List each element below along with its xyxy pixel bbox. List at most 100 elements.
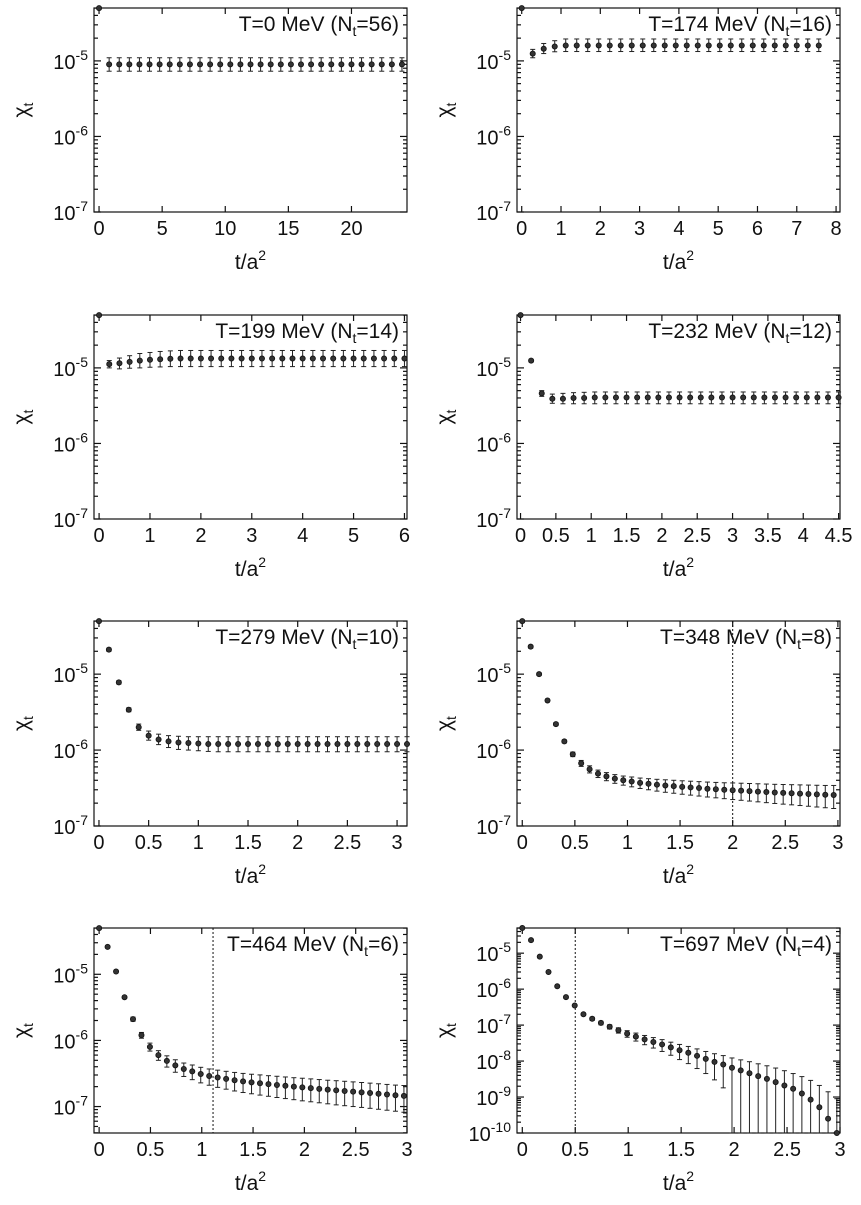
data-point: [257, 61, 264, 68]
data-point: [551, 43, 558, 50]
data-point: [248, 355, 255, 362]
data-point: [106, 361, 113, 368]
data-point: [793, 42, 800, 49]
data-point: [591, 394, 598, 401]
x-tick-label: 2.5: [333, 832, 361, 854]
data-point: [96, 312, 103, 319]
chart-panel-2: 0 1 2 3 4 5 6 7 8 10-7 10-6 10-5 T=174 MeV (Nt=16) t/…: [433, 5, 842, 274]
data-point: [570, 394, 577, 401]
data-point: [290, 1083, 297, 1090]
data-point: [797, 790, 804, 797]
x-tick-label: 4: [673, 218, 684, 240]
x-tick-label: 0.5: [542, 525, 570, 547]
data-point: [348, 61, 355, 68]
x-tick-label: 2.5: [771, 832, 799, 854]
data-point: [135, 724, 142, 731]
panel-title: T=232 MeV (Nt=12): [648, 320, 832, 346]
data-point: [549, 395, 556, 402]
x-tick-label: 0.5: [137, 1139, 165, 1161]
data-point: [814, 394, 821, 401]
data-point: [702, 1055, 709, 1062]
data-point: [320, 355, 327, 362]
data-point: [667, 1044, 674, 1051]
data-point: [215, 741, 222, 748]
data-point: [370, 355, 377, 362]
data-point: [612, 394, 619, 401]
x-tick-label: 0: [94, 1139, 105, 1161]
data-point: [561, 738, 568, 745]
data-point: [308, 61, 315, 68]
data-point: [624, 1030, 631, 1037]
data-point: [738, 42, 745, 49]
x-tick-label: 1.5: [239, 1139, 267, 1161]
data-point: [185, 739, 192, 746]
x-tick-label: 2: [727, 832, 738, 854]
x-tick-label: 0: [517, 1139, 528, 1161]
data-point: [113, 968, 120, 975]
data-point: [367, 1090, 374, 1097]
data-point: [665, 394, 672, 401]
data-point: [803, 394, 810, 401]
data-point: [728, 1064, 735, 1071]
data-point: [790, 1085, 797, 1092]
x-tick-label: 3: [634, 218, 645, 240]
data-point: [813, 791, 820, 798]
x-tick-label: 2: [299, 1139, 310, 1161]
data-point: [528, 937, 535, 944]
x-axis-label: t/a2: [235, 247, 266, 274]
chart-panel-6: 0 0.5 1 1.5 2 2.5 3 10-7 10-6 10-5 T=348 MeV (Nt=8…: [433, 618, 843, 888]
y-tick-label: 10-7: [476, 1011, 511, 1038]
x-tick-label: 2: [595, 218, 606, 240]
y-tick-label: 10-5: [476, 939, 511, 966]
y-tick-label: 10-5: [476, 354, 511, 381]
data-point: [180, 1065, 187, 1072]
data-point: [807, 1096, 814, 1103]
x-tick-label: 1: [196, 1139, 207, 1161]
data-point: [650, 1038, 657, 1045]
x-axis-label: t/a2: [663, 247, 694, 274]
data-point: [245, 741, 252, 748]
chart-panel-1: 0 5 10 15 20 10-7 10-6 10-5 T=0 MeV (Nt=56) t/a2 χ…: [10, 5, 408, 274]
data-point: [729, 394, 736, 401]
chart-panel-4: 0 0.5 1 1.5 2 2.5 3 3.5 4 4.5 10-7 10-6 10-5 T=232 Me…: [433, 312, 852, 581]
data-point: [679, 783, 686, 790]
x-tick-label: 10: [214, 218, 236, 240]
data-point: [145, 732, 152, 739]
data-point: [705, 42, 712, 49]
data-point: [749, 42, 756, 49]
data-point: [597, 1019, 604, 1026]
y-tick-label: 10-7: [476, 812, 511, 839]
x-tick-label: 0: [516, 218, 527, 240]
plot-frame: [93, 314, 408, 520]
data-point: [798, 1090, 805, 1097]
data-point: [277, 61, 284, 68]
data-point: [340, 355, 347, 362]
data-point: [284, 741, 291, 748]
data-point: [96, 925, 103, 932]
y-tick-label: 10-5: [53, 660, 88, 687]
data-point: [287, 61, 294, 68]
data-point: [573, 42, 580, 49]
plot-frame: [93, 7, 408, 213]
data-point: [136, 61, 143, 68]
x-axis-label: t/a2: [663, 861, 694, 888]
data-point: [815, 42, 822, 49]
x-tick-label: 3: [834, 1139, 845, 1161]
y-tick-label: 10-6: [53, 429, 88, 456]
data-point: [176, 61, 183, 68]
data-point: [218, 355, 225, 362]
data-point: [816, 1104, 823, 1111]
data-point: [676, 394, 683, 401]
data-point: [661, 42, 668, 49]
data-point: [830, 792, 837, 799]
data-point: [589, 1015, 596, 1022]
data-point: [398, 61, 405, 68]
data-point: [228, 355, 235, 362]
data-point: [166, 61, 173, 68]
data-point: [165, 738, 172, 745]
data-point: [687, 394, 694, 401]
data-point: [781, 1082, 788, 1089]
data-point: [324, 1086, 331, 1093]
data-point: [754, 788, 761, 795]
data-point: [381, 355, 388, 362]
